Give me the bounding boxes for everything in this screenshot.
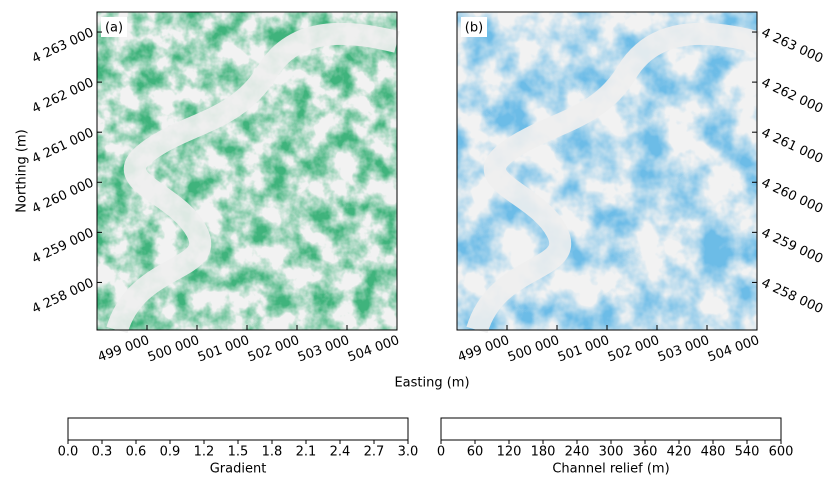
y-tick-label: 4 262 000 xyxy=(30,75,96,117)
x-tick-label: 504 000 xyxy=(706,333,762,365)
x-tick-label: 502 000 xyxy=(246,333,302,365)
panel-label: (a) xyxy=(105,21,123,36)
colorbar xyxy=(441,418,781,440)
colorbar-tick-label: 300 xyxy=(599,445,624,460)
colorbar-label: Gradient xyxy=(210,462,267,477)
y-tick-label: 4 262 000 xyxy=(759,75,825,117)
colorbar-tick-label: 0 xyxy=(437,445,445,460)
colorbar-tick-label: 3.0 xyxy=(398,445,419,460)
y-tick-label: 4 258 000 xyxy=(759,276,825,318)
colorbar-label: Channel relief (m) xyxy=(552,462,669,477)
colorbar-tick-label: 0.9 xyxy=(160,445,181,460)
y-tick-label: 4 261 000 xyxy=(30,125,96,167)
y-tick-label: 4 260 000 xyxy=(759,175,825,217)
y-tick-label: 4 261 000 xyxy=(759,125,825,167)
colorbar-tick-label: 2.4 xyxy=(330,445,351,460)
colorbar-tick-label: 0.6 xyxy=(126,445,147,460)
y-tick-label: 4 263 000 xyxy=(759,25,825,67)
x-tick-label: 502 000 xyxy=(606,333,662,365)
colorbar-tick-label: 1.8 xyxy=(262,445,283,460)
colorbar-tick-label: 120 xyxy=(497,445,522,460)
x-tick-label: 504 000 xyxy=(346,333,402,365)
x-tick-label: 503 000 xyxy=(296,333,352,365)
x-tick-label: 500 000 xyxy=(506,333,562,365)
colorbar-tick-label: 600 xyxy=(769,445,794,460)
y-tick-label: 4 258 000 xyxy=(30,276,96,318)
x-axis-label: Easting (m) xyxy=(394,376,469,391)
panel-label: (b) xyxy=(465,21,483,36)
colorbar xyxy=(68,418,408,440)
x-tick-label: 501 000 xyxy=(196,333,252,365)
colorbar-tick-label: 480 xyxy=(701,445,726,460)
colorbar-tick-label: 180 xyxy=(531,445,556,460)
x-tick-label: 499 000 xyxy=(456,333,512,365)
y-tick-label: 4 259 000 xyxy=(30,226,96,268)
colorbar-tick-label: 0.0 xyxy=(58,445,79,460)
colorbar-tick-label: 420 xyxy=(667,445,692,460)
y-axis-label: Northing (m) xyxy=(15,129,30,212)
colorbar-tick-label: 540 xyxy=(735,445,760,460)
x-tick-label: 499 000 xyxy=(96,333,152,365)
x-tick-label: 501 000 xyxy=(556,333,612,365)
y-tick-label: 4 259 000 xyxy=(759,226,825,268)
colorbar-tick-label: 2.1 xyxy=(296,445,317,460)
x-tick-label: 503 000 xyxy=(656,333,712,365)
x-tick-label: 500 000 xyxy=(146,333,202,365)
y-tick-label: 4 260 000 xyxy=(30,175,96,217)
colorbar-tick-label: 1.5 xyxy=(228,445,249,460)
y-tick-label: 4 263 000 xyxy=(30,25,96,67)
colorbar-tick-label: 2.7 xyxy=(364,445,385,460)
colorbar-tick-label: 1.2 xyxy=(194,445,215,460)
colorbar-tick-label: 360 xyxy=(633,445,658,460)
colorbar-tick-label: 60 xyxy=(467,445,484,460)
colorbar-tick-label: 0.3 xyxy=(92,445,113,460)
colorbar-tick-label: 240 xyxy=(565,445,590,460)
